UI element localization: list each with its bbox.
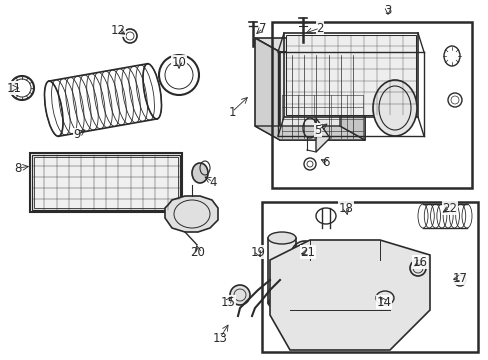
Text: 12: 12 xyxy=(110,23,125,36)
Text: 3: 3 xyxy=(384,4,391,17)
Text: 18: 18 xyxy=(338,202,353,215)
Text: 17: 17 xyxy=(451,271,467,284)
Bar xyxy=(271,22,471,188)
Bar xyxy=(285,35,415,115)
Bar xyxy=(262,202,477,352)
Polygon shape xyxy=(269,240,429,350)
Text: 13: 13 xyxy=(212,332,227,345)
Bar xyxy=(267,238,295,303)
Polygon shape xyxy=(254,38,280,140)
Text: 11: 11 xyxy=(6,81,21,94)
Text: 7: 7 xyxy=(259,22,266,35)
Text: 6: 6 xyxy=(322,156,329,168)
Text: 16: 16 xyxy=(412,256,427,269)
Polygon shape xyxy=(339,38,364,140)
Ellipse shape xyxy=(372,80,416,136)
Text: 15: 15 xyxy=(220,296,235,309)
Text: 14: 14 xyxy=(376,296,391,309)
Text: 22: 22 xyxy=(442,202,457,215)
Text: 21: 21 xyxy=(300,246,315,258)
Polygon shape xyxy=(315,118,329,152)
Text: 19: 19 xyxy=(250,246,265,258)
Ellipse shape xyxy=(229,285,249,305)
Polygon shape xyxy=(280,52,364,140)
Text: 2: 2 xyxy=(316,22,323,35)
Polygon shape xyxy=(254,126,364,140)
Ellipse shape xyxy=(267,232,295,244)
Text: 1: 1 xyxy=(228,105,235,118)
Ellipse shape xyxy=(453,274,465,286)
Polygon shape xyxy=(164,196,218,232)
Text: 20: 20 xyxy=(190,246,205,258)
Bar xyxy=(32,155,180,210)
Bar xyxy=(284,33,417,117)
Polygon shape xyxy=(254,38,364,52)
Text: 9: 9 xyxy=(73,129,81,141)
Bar xyxy=(34,157,178,208)
Text: 4: 4 xyxy=(209,175,216,189)
Text: 10: 10 xyxy=(171,55,186,68)
Bar xyxy=(30,153,182,212)
Text: 8: 8 xyxy=(14,162,21,175)
Text: 5: 5 xyxy=(314,123,321,136)
Ellipse shape xyxy=(192,163,207,183)
